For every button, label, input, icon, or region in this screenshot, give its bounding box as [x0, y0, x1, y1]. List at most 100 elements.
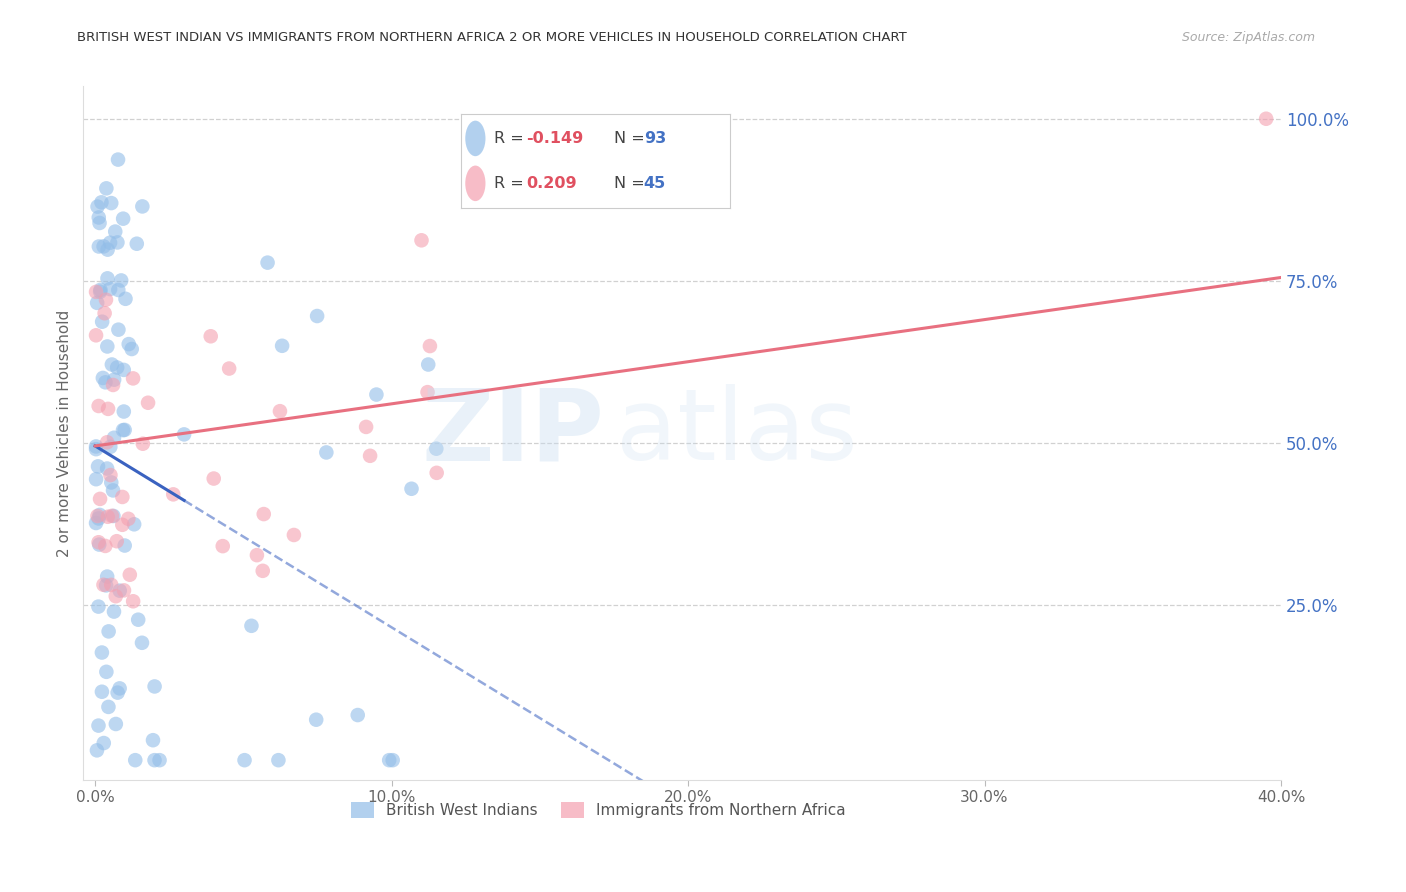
Point: [98, 282, 121, 296]
Point: [107, 153, 129, 167]
Point: [117, 512, 139, 526]
Point: [111, 423, 134, 437]
Point: [131, 199, 153, 213]
Point: [86, 508, 108, 523]
Point: [425, 442, 447, 456]
Point: [96, 181, 118, 195]
Text: BRITISH WEST INDIAN VS IMMIGRANTS FROM NORTHERN AFRICA 2 OR MORE VEHICLES IN HOU: BRITISH WEST INDIAN VS IMMIGRANTS FROM N…: [77, 31, 907, 45]
Point: [87, 718, 110, 732]
Point: [346, 708, 368, 723]
Point: [359, 449, 381, 463]
Point: [114, 423, 136, 437]
Point: [96, 569, 118, 583]
Point: [256, 255, 278, 269]
Point: [111, 517, 134, 532]
Point: [112, 211, 135, 226]
Text: Source: ZipAtlas.com: Source: ZipAtlas.com: [1181, 31, 1315, 45]
Point: [118, 567, 141, 582]
Point: [125, 236, 148, 251]
Point: [366, 387, 388, 401]
Point: [107, 283, 129, 297]
Point: [136, 396, 159, 410]
Point: [127, 613, 149, 627]
Point: [98, 235, 121, 250]
Legend: British West Indians, Immigrants from Northern Africa: British West Indians, Immigrants from No…: [344, 796, 852, 824]
Point: [89, 508, 111, 522]
Point: [246, 548, 269, 562]
Point: [94, 376, 117, 390]
Point: [89, 216, 111, 230]
Point: [84, 285, 107, 299]
Point: [96, 665, 118, 679]
Point: [97, 624, 120, 639]
Point: [87, 599, 110, 614]
Point: [162, 487, 184, 501]
Point: [84, 439, 107, 453]
Point: [90, 195, 112, 210]
Point: [122, 594, 145, 608]
Point: [104, 717, 127, 731]
Point: [418, 358, 440, 372]
Point: [426, 466, 449, 480]
Point: [114, 539, 136, 553]
Point: [84, 516, 107, 530]
Point: [107, 323, 129, 337]
Point: [131, 636, 153, 650]
Point: [86, 296, 108, 310]
Point: [97, 401, 120, 416]
Point: [111, 490, 134, 504]
Point: [94, 293, 117, 307]
Point: [401, 482, 423, 496]
Point: [84, 328, 107, 343]
Point: [354, 420, 377, 434]
Point: [90, 684, 112, 698]
Point: [269, 404, 291, 418]
Point: [93, 578, 115, 592]
Point: [89, 285, 111, 299]
Point: [173, 427, 195, 442]
Point: [411, 233, 433, 247]
Point: [93, 736, 115, 750]
Point: [103, 508, 125, 523]
Point: [240, 619, 263, 633]
Point: [89, 491, 111, 506]
Point: [143, 680, 166, 694]
Point: [93, 239, 115, 253]
Point: [283, 528, 305, 542]
Point: [378, 753, 401, 767]
Point: [118, 337, 141, 351]
Point: [267, 753, 290, 767]
Point: [100, 475, 122, 490]
Point: [253, 507, 276, 521]
Point: [87, 211, 110, 225]
Point: [96, 339, 118, 353]
Point: [200, 329, 222, 343]
Point: [94, 578, 117, 592]
Point: [124, 753, 146, 767]
Point: [121, 342, 143, 356]
Point: [97, 243, 120, 257]
Point: [112, 363, 135, 377]
Point: [202, 471, 225, 485]
Point: [96, 435, 118, 450]
Point: [100, 468, 122, 483]
Point: [142, 733, 165, 747]
Point: [122, 517, 145, 532]
Point: [87, 459, 110, 474]
Point: [97, 509, 120, 524]
Point: [132, 436, 155, 450]
Point: [107, 685, 129, 699]
Point: [103, 605, 125, 619]
Point: [101, 358, 124, 372]
Point: [97, 699, 120, 714]
Point: [101, 508, 124, 523]
Point: [84, 442, 107, 457]
Point: [86, 743, 108, 757]
Point: [87, 535, 110, 549]
Point: [93, 306, 115, 320]
Point: [305, 713, 328, 727]
Point: [101, 483, 124, 498]
Point: [110, 273, 132, 287]
Point: [86, 200, 108, 214]
Text: atlas: atlas: [616, 384, 858, 482]
